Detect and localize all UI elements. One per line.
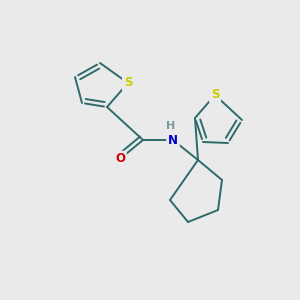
Text: S: S [211,88,219,101]
Text: S: S [124,76,132,89]
Text: N: N [168,134,178,146]
Text: H: H [167,121,176,131]
Text: O: O [115,152,125,166]
